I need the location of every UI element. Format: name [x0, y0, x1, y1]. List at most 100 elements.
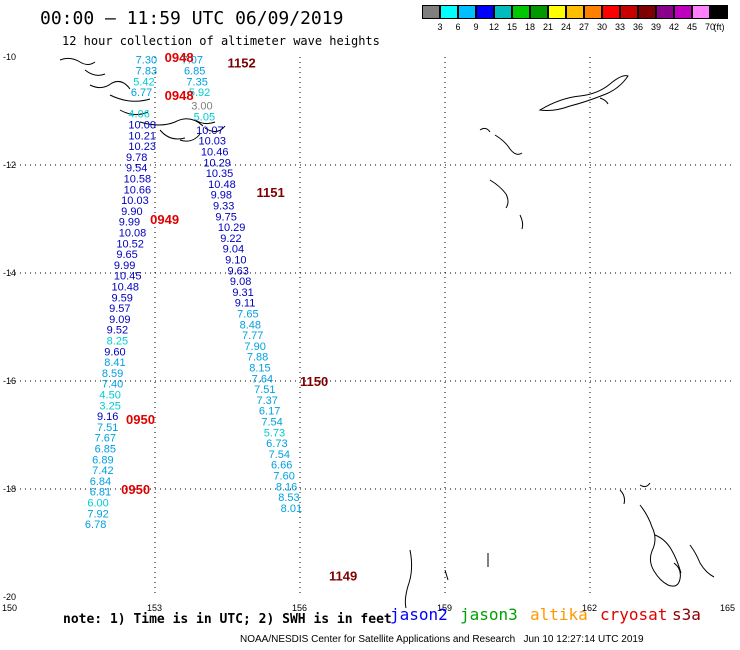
wave-height-value: 6.85: [95, 444, 116, 456]
wave-height-value: 9.08: [230, 276, 251, 288]
coastlines: [59, 57, 715, 609]
credit-line: NOAA/NESDIS Center for Satellite Applica…: [240, 634, 644, 645]
legend-swatch: [674, 5, 692, 19]
coastline-bougainville: [479, 97, 609, 155]
wave-height-value: 10.58: [124, 174, 152, 186]
legend-swatch: [422, 5, 440, 19]
wave-height-value: 10.23: [128, 141, 156, 153]
lat-tick-label: -12: [3, 160, 16, 170]
legend-label: 18: [524, 22, 536, 32]
wave-height-value: 7.92: [87, 508, 108, 520]
page-title: 00:00 – 11:59 UTC 06/09/2019: [40, 8, 344, 29]
pass-time-label: 1152: [228, 55, 256, 70]
wave-height-value: 7.35: [186, 76, 207, 88]
legend-swatch: [620, 5, 638, 19]
satellite-label: jason2: [390, 605, 448, 624]
legend-label: 33: [614, 22, 626, 32]
legend-swatch: [476, 5, 494, 19]
wave-height-value: 9.57: [109, 303, 130, 315]
legend-swatch: [656, 5, 674, 19]
wave-height-value: 10.08: [119, 228, 147, 240]
legend-swatch: [638, 5, 656, 19]
legend-swatch: [566, 5, 584, 19]
wave-height-value: 7.54: [261, 417, 282, 429]
wave-height-value: 9.04: [223, 244, 244, 256]
lat-tick-label: -18: [3, 484, 16, 494]
wave-height-value: 4.06: [128, 109, 149, 121]
wave-height-value: 7.65: [237, 309, 258, 321]
legend-label: 6: [455, 22, 461, 32]
wave-height-value: 3.25: [99, 400, 120, 412]
lon-tick-label: 156: [292, 603, 307, 613]
wave-height-value: 9.54: [126, 163, 147, 175]
wave-height-value: 7.40: [102, 379, 123, 391]
legend-swatch: [440, 5, 458, 19]
legend-label: 9: [473, 22, 479, 32]
wave-height-value: 9.65: [116, 249, 137, 261]
wave-height-value: 7.77: [242, 330, 263, 342]
legend-label: 3: [437, 22, 443, 32]
legend-label: 39: [650, 22, 662, 32]
wave-height-value: 10.03: [199, 136, 227, 148]
wave-height-value: 9.60: [104, 346, 125, 358]
legend-swatch: [710, 5, 728, 19]
wave-height-value: 9.52: [107, 325, 128, 337]
wave-height-value: 8.15: [249, 363, 270, 375]
wave-height-value: 10.03: [121, 195, 149, 207]
wave-height-value: 9.78: [126, 152, 147, 164]
wave-height-value: 7.51: [97, 422, 118, 434]
wave-height-value: 9.63: [228, 265, 249, 277]
legend-label: 24: [560, 22, 572, 32]
wave-height-value: 10.07: [196, 125, 224, 137]
wave-height-value: 6.73: [266, 438, 287, 450]
wave-height-value: 9.16: [97, 411, 118, 423]
wave-height-value: 10.66: [124, 184, 152, 196]
wave-height-value: 6.66: [271, 460, 292, 472]
wave-height-value: 10.00: [128, 120, 156, 132]
coastline-solomon-2: [519, 214, 524, 230]
color-legend: [422, 5, 728, 19]
wave-height-value: 7.42: [92, 465, 113, 477]
lon-tick-label: 165: [720, 603, 735, 613]
wave-height-value: 6.85: [184, 66, 205, 78]
wave-height-value: 9.98: [211, 190, 232, 202]
pass-time-label: 0948: [165, 50, 194, 65]
wave-height-value: 7.60: [273, 471, 294, 483]
legend-label: 42: [668, 22, 680, 32]
coastline-vanuatu: [619, 482, 715, 587]
wave-height-value: 10.52: [116, 238, 144, 250]
coastline-nc: [404, 549, 489, 609]
legend-swatch: [692, 5, 710, 19]
wave-height-value: 8.48: [240, 319, 261, 331]
lat-tick-label: -10: [3, 52, 16, 62]
wave-height-value: 10.35: [206, 168, 234, 180]
legend-label: 30: [596, 22, 608, 32]
wave-height-value: 7.07: [182, 55, 203, 67]
legend-swatch: [458, 5, 476, 19]
wave-height-value: 5.42: [133, 76, 154, 88]
wave-height-value: 9.09: [109, 314, 130, 326]
wave-height-value: 6.89: [92, 454, 113, 466]
legend-label: 27: [578, 22, 590, 32]
satellite-label: cryosat: [600, 605, 668, 624]
wave-height-value: 10.45: [114, 271, 142, 283]
lon-tick-label: 153: [147, 603, 162, 613]
map-grid: [10, 57, 735, 597]
wave-height-value: 6.81: [90, 487, 111, 499]
wave-height-value: 6.78: [85, 519, 106, 531]
wave-height-value: 7.64: [252, 373, 273, 385]
wave-height-value: 7.67: [95, 433, 116, 445]
wave-height-value: 3.00: [191, 101, 212, 113]
wave-height-value: 6.17: [259, 406, 280, 418]
wave-height-value: 9.22: [220, 233, 241, 245]
legend-label: 70: [704, 22, 716, 32]
wave-height-value: 8.25: [107, 336, 128, 348]
legend-swatch: [548, 5, 566, 19]
wave-height-value: 9.11: [235, 298, 256, 310]
wave-height-value: 9.33: [213, 201, 234, 213]
wave-height-value: 9.10: [225, 255, 246, 267]
legend-label: (ft): [713, 22, 725, 32]
lon-tick-label: 159: [437, 603, 452, 613]
wave-height-value: 7.83: [136, 66, 157, 78]
satellite-label: s3a: [672, 605, 701, 624]
